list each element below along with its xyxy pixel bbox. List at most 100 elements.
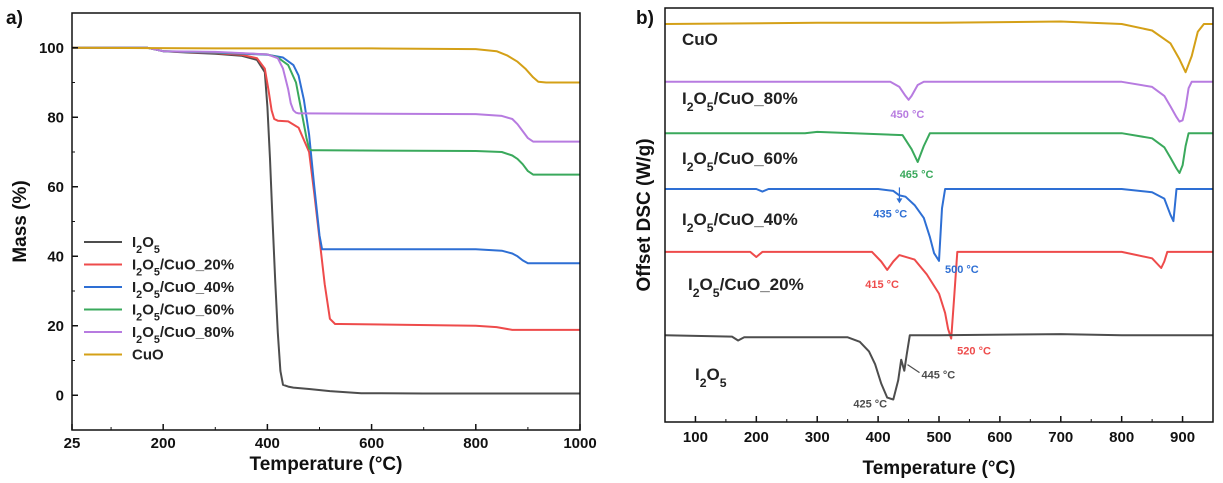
label-part-sub1: 2: [687, 221, 694, 235]
label-part-mid: O: [142, 234, 154, 251]
label-part-sub1: 2: [687, 160, 694, 174]
panel-a-x-tick-label: 1000: [563, 435, 596, 452]
label-part-sub2: 5: [154, 244, 160, 256]
panel-a-x-tick-label: 200: [151, 435, 176, 452]
label-part-sub2: 5: [720, 376, 727, 390]
label-part-sub2: 5: [713, 286, 720, 300]
panel-b-series-labels: CuOI2O5/CuO_80%I2O5/CuO_60%I2O5/CuO_40%I…: [682, 30, 804, 390]
label-part-sub2: 5: [707, 221, 714, 235]
label-part-sub2: 5: [154, 334, 160, 346]
label-part-sub1: 2: [700, 376, 707, 390]
series-label-i2o5-cuo-40: I2O5/CuO_40%: [682, 210, 798, 235]
panel-b-ticks: 100 200 300 400 500 600 700 800 900: [664, 416, 1214, 446]
label-part-sub2: 5: [154, 312, 160, 324]
label-part-rest: /CuO_40%: [714, 210, 798, 229]
label-part-rest: /CuO_40%: [160, 279, 234, 296]
panel-b-x-tick-label: 500: [926, 429, 951, 446]
label-part-mid: O: [700, 275, 713, 294]
label-part-base: I: [682, 89, 687, 108]
label-part-base: I: [682, 149, 687, 168]
label-part-base: I: [132, 257, 136, 274]
annotation-465-c-i2o5-cuo-60: 465 °C: [900, 169, 934, 181]
panel-b-label: b): [636, 8, 654, 29]
legend-label-cuo: CuO: [132, 347, 164, 364]
label-part-rest: /CuO_20%: [160, 257, 234, 274]
legend-label-i2o5: I2O5: [132, 234, 160, 256]
label-part-base: I: [132, 234, 136, 251]
annotation-450-c-i2o5-cuo-80: 450 °C: [891, 109, 925, 121]
panel-b-x-axis-title: Temperature (°C): [863, 458, 1016, 479]
series-label-i2o5: I2O5: [695, 365, 727, 390]
panel-b-x-tick-label: 700: [1048, 429, 1073, 446]
label-part-base: I: [682, 210, 687, 229]
panel-a-y-tick-label: 60: [47, 179, 64, 196]
panel-b-series-group: [664, 20, 1213, 401]
panel-b-x-tick-label: 200: [744, 429, 769, 446]
annotation-425-c-i2o5: 425 °C: [853, 399, 887, 411]
panel-b-x-tick-label: 600: [987, 429, 1012, 446]
panel-a-y-tick-label: 40: [47, 248, 64, 265]
series-label-i2o5-cuo-80: I2O5/CuO_80%: [682, 89, 798, 114]
label-part-sub2: 5: [707, 160, 714, 174]
panel-b-series-line-cuo: [664, 20, 1213, 74]
panel-b-series-line-i2o5-cuo-80: [665, 80, 1213, 123]
panel-a-x-axis-title: Temperature (°C): [250, 454, 403, 475]
annotation-arrowhead-435: [896, 198, 903, 204]
panel-b-y-axis-title: Offset DSC (W/g): [634, 138, 655, 291]
panel-a-y-axis-title: Mass (%): [10, 180, 31, 262]
label-part-base: I: [688, 275, 693, 294]
label-part-mid: O: [694, 149, 707, 168]
label-part-sub1: 2: [136, 312, 142, 324]
panel-a-series-line-i2o5-cuo-80: [72, 46, 580, 143]
label-part-mid: O: [707, 365, 720, 384]
legend-label-i2o5-cuo-60: I2O5/CuO_60%: [132, 302, 234, 324]
annotation-415-c-i2o5-cuo-20: 415 °C: [865, 279, 899, 291]
panel-a-legend: I2O5I2O5/CuO_20%I2O5/CuO_40%I2O5/CuO_60%…: [84, 234, 234, 364]
label-part-rest: /CuO_20%: [720, 275, 804, 294]
label-part-mid: O: [694, 89, 707, 108]
panel-a-x-tick-label: 600: [359, 435, 384, 452]
panel-a-x-tick-label: 400: [255, 435, 280, 452]
panel-a-plot-frame: [71, 12, 581, 431]
series-label-cuo: CuO: [682, 30, 718, 49]
label-part-sub2: 5: [707, 100, 714, 114]
annotation-445-c-i2o5: 445 °C: [922, 370, 956, 382]
panel-b-series-line-i2o5-cuo-60: [665, 130, 1213, 174]
label-part-mid: O: [694, 210, 707, 229]
label-part-rest: /CuO_80%: [160, 324, 234, 341]
label-part-mid: O: [142, 324, 154, 341]
label-part-sub1: 2: [136, 334, 142, 346]
label-part-sub1: 2: [693, 286, 700, 300]
panel-a-x-tick-label: 25: [64, 435, 81, 452]
label-part-base: I: [132, 324, 136, 341]
legend-label-i2o5-cuo-40: I2O5/CuO_40%: [132, 279, 234, 301]
label-part-sub2: 5: [154, 267, 160, 279]
panel-b-x-tick-label: 100: [683, 429, 708, 446]
label-part-sub1: 2: [687, 100, 694, 114]
label-part-mid: O: [142, 302, 154, 319]
annotation-arrow-445: [907, 364, 920, 374]
label-part-base: I: [132, 279, 136, 296]
annotation-435-c-i2o5-cuo-40: 435 °C: [873, 208, 907, 220]
label-part-base: I: [695, 365, 700, 384]
label-part-rest: /CuO_60%: [714, 149, 798, 168]
label-part-base: I: [132, 302, 136, 319]
label-part-base: CuO: [682, 30, 718, 49]
panel-b-x-tick-label: 800: [1109, 429, 1134, 446]
panel-b-series-line-i2o5: [664, 333, 1213, 401]
panel-b-series-line-i2o5-cuo-20: [665, 250, 1213, 340]
label-part-rest: /CuO_80%: [714, 89, 798, 108]
panel-a-series-line-i2o5-cuo-40: [72, 46, 580, 265]
series-label-i2o5-cuo-60: I2O5/CuO_60%: [682, 149, 798, 174]
legend-label-i2o5-cuo-20: I2O5/CuO_20%: [132, 257, 234, 279]
panel-a-series-group: [71, 46, 580, 395]
panel-a-y-tick-label: 100: [39, 40, 64, 57]
panel-b-series-line-i2o5-cuo-40: [665, 188, 1213, 262]
legend-label-i2o5-cuo-80: I2O5/CuO_80%: [132, 324, 234, 346]
panel-b-x-tick-label: 400: [866, 429, 891, 446]
label-part-mid: O: [142, 257, 154, 274]
label-part-rest: /CuO_60%: [160, 302, 234, 319]
